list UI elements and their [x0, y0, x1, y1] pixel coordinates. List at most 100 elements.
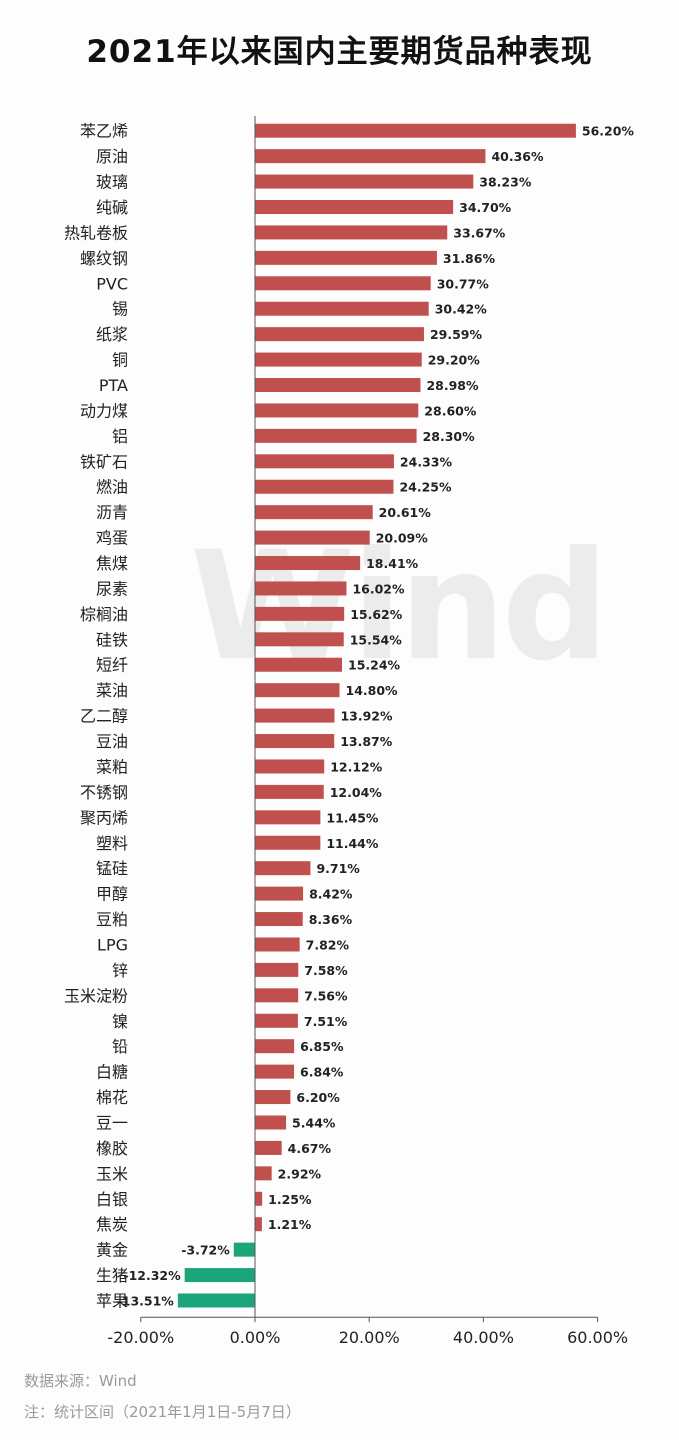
- bar: [255, 886, 304, 901]
- x-tick-label: -20.00%: [107, 1328, 174, 1347]
- category-label: 铝: [112, 427, 128, 446]
- bar: [255, 632, 344, 647]
- x-tick-label: 20.00%: [339, 1328, 400, 1347]
- category-label: 短纤: [96, 656, 128, 675]
- bar: [177, 1293, 255, 1308]
- bar: [255, 454, 394, 469]
- category-label: 尿素: [96, 579, 128, 598]
- category-label: 乙二醇: [80, 707, 128, 726]
- category-label: 玉米淀粉: [64, 986, 128, 1005]
- value-label: 18.41%: [366, 556, 419, 571]
- chart-title: 2021年以来国内主要期货品种表现: [86, 34, 593, 70]
- category-label: LPG: [97, 935, 128, 954]
- category-label: 镍: [112, 1012, 128, 1031]
- bar: [233, 1242, 255, 1257]
- category-label: 橡胶: [96, 1139, 128, 1158]
- bar: [255, 962, 299, 977]
- value-label: 29.59%: [430, 327, 483, 342]
- value-label: 6.85%: [300, 1039, 344, 1054]
- bar: [255, 708, 335, 723]
- value-label: 11.44%: [326, 836, 379, 851]
- category-label: 铜: [112, 351, 128, 370]
- x-tick-label: 0.00%: [230, 1328, 281, 1347]
- category-label: 焦炭: [96, 1215, 128, 1234]
- category-label: 不锈钢: [80, 783, 128, 802]
- value-label: 1.25%: [268, 1192, 312, 1207]
- value-label: 7.56%: [304, 988, 348, 1003]
- value-label: 12.04%: [330, 785, 383, 800]
- bar: [255, 1166, 272, 1181]
- category-label: 豆油: [96, 732, 128, 751]
- category-label: 动力煤: [80, 401, 128, 420]
- bar: [255, 1191, 263, 1206]
- value-label: 24.33%: [400, 454, 453, 469]
- value-label: -12.32%: [123, 1268, 181, 1283]
- bar: [255, 683, 340, 698]
- bar: [255, 657, 343, 672]
- bar: [255, 759, 325, 774]
- category-label: 豆粕: [96, 910, 128, 929]
- bar: [255, 403, 419, 418]
- category-label: 棉花: [96, 1088, 128, 1107]
- value-label: 38.23%: [479, 175, 532, 190]
- value-label: 5.44%: [292, 1115, 336, 1130]
- bar: [255, 734, 335, 749]
- bar: [255, 149, 486, 164]
- category-label: 锌: [112, 961, 128, 980]
- value-label: 6.84%: [300, 1065, 344, 1080]
- category-label: 原油: [96, 147, 128, 166]
- bar: [255, 861, 311, 876]
- category-label: 玉米: [96, 1164, 128, 1183]
- value-label: 20.61%: [379, 505, 432, 520]
- category-label: 豆一: [96, 1113, 128, 1132]
- bar: [255, 606, 345, 621]
- value-label: 15.62%: [350, 607, 403, 622]
- bar: [255, 327, 424, 342]
- category-label: 白银: [96, 1190, 128, 1209]
- value-label: -3.72%: [181, 1243, 230, 1258]
- category-label: 铅: [112, 1037, 128, 1056]
- bar: [255, 1217, 262, 1232]
- bar: [255, 1115, 287, 1130]
- value-label: 11.45%: [326, 810, 379, 825]
- bar: [255, 352, 422, 367]
- bar: [255, 581, 347, 596]
- period-note: 注：统计区间（2021年1月1日-5月7日）: [24, 1403, 301, 1421]
- value-label: 7.51%: [304, 1014, 348, 1029]
- category-label: 生猪: [96, 1266, 128, 1285]
- category-label: 纸浆: [96, 325, 128, 344]
- x-tick-label: 60.00%: [567, 1328, 628, 1347]
- value-label: 14.80%: [346, 683, 399, 698]
- category-label: 沥青: [96, 503, 128, 522]
- value-label: 24.25%: [399, 480, 452, 495]
- value-label: 40.36%: [491, 149, 544, 164]
- category-label: 甲醇: [96, 885, 128, 904]
- category-label: 黄金: [96, 1241, 128, 1260]
- bar: [255, 200, 454, 215]
- bar: [255, 505, 373, 520]
- bar: [255, 784, 324, 799]
- bar: [255, 1140, 282, 1155]
- category-label: 焦煤: [96, 554, 128, 573]
- value-label: 30.42%: [435, 302, 488, 317]
- value-label: 28.30%: [423, 429, 476, 444]
- value-label: 34.70%: [459, 200, 512, 215]
- bar: [255, 1064, 295, 1079]
- value-label: 7.58%: [304, 963, 348, 978]
- bar-chart: 苯乙烯 56.20% 原油 40.36% 玻璃 38.23% 纯碱 34.70% 热轧卷板 33.…: [64, 116, 635, 1347]
- category-label: 聚丙烯: [80, 808, 128, 827]
- source-note: 数据来源：Wind: [24, 1372, 137, 1390]
- bar: [184, 1268, 255, 1283]
- category-label: 纯碱: [96, 198, 128, 217]
- value-label: 12.12%: [330, 759, 383, 774]
- category-label: 白糖: [96, 1063, 128, 1082]
- value-label: 33.67%: [453, 225, 506, 240]
- value-label: 15.24%: [348, 658, 401, 673]
- value-label: 7.82%: [306, 937, 350, 952]
- value-label: 56.20%: [582, 124, 635, 139]
- bar: [255, 1090, 291, 1105]
- bar: [255, 174, 474, 189]
- category-label: 鸡蛋: [96, 529, 128, 548]
- bar: [255, 1013, 298, 1028]
- value-label: 30.77%: [437, 276, 490, 291]
